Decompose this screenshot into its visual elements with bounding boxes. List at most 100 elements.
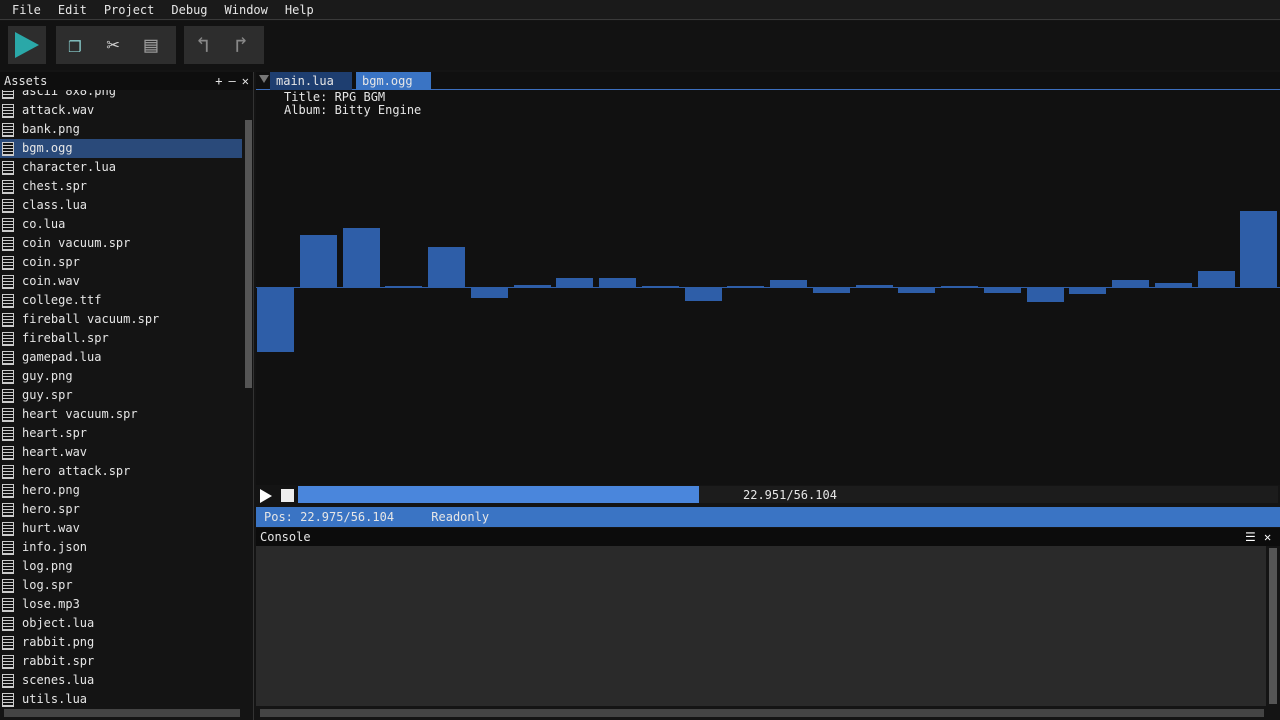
menu-window[interactable]: Window [224, 3, 268, 17]
undo-icon: ↰ [196, 32, 210, 58]
asset-label: coin.wav [22, 274, 80, 288]
asset-item[interactable]: chest.spr [0, 177, 242, 196]
cut-button[interactable]: ✂ [94, 26, 132, 64]
asset-item[interactable]: attack.wav [0, 101, 242, 120]
asset-label: fireball.spr [22, 331, 109, 345]
menu-file[interactable]: File [12, 3, 41, 17]
asset-item[interactable]: info.json [0, 538, 242, 557]
edit-group: ❐ ✂ ▤ [56, 26, 176, 64]
waveform-bar [342, 228, 380, 287]
asset-item[interactable]: bank.png [0, 120, 242, 139]
asset-item[interactable]: gamepad.lua [0, 348, 242, 367]
paste-button[interactable]: ▤ [132, 26, 170, 64]
audio-editor: Title: RPG BGM Album: Bitty Engine [256, 90, 1280, 485]
asset-label: rabbit.png [22, 635, 95, 649]
asset-item[interactable]: utils.lua [0, 690, 242, 708]
asset-label: co.lua [22, 217, 66, 231]
asset-item[interactable]: hero.spr [0, 500, 242, 519]
file-icon [2, 369, 14, 384]
asset-item[interactable]: fireball vacuum.spr [0, 310, 242, 329]
add-asset-button[interactable]: + [215, 74, 223, 88]
asset-item[interactable]: log.png [0, 557, 242, 576]
assets-header: Assets + — ✕ [0, 72, 253, 90]
asset-item[interactable]: object.lua [0, 614, 242, 633]
menubar: File Edit Project Debug Window Help [0, 0, 1280, 20]
waveform-bar [513, 285, 551, 287]
asset-label: bgm.ogg [22, 141, 73, 155]
asset-item[interactable]: coin.wav [0, 272, 242, 291]
file-icon [2, 578, 14, 593]
asset-item[interactable]: class.lua [0, 196, 242, 215]
asset-label: heart vacuum.spr [22, 407, 138, 421]
file-icon [2, 274, 14, 289]
asset-item[interactable]: hero attack.spr [0, 462, 242, 481]
close-assets-button[interactable]: ✕ [241, 74, 249, 88]
asset-item[interactable]: guy.spr [0, 386, 242, 405]
console-output[interactable] [256, 546, 1266, 706]
close-console-icon[interactable]: ✕ [1264, 530, 1272, 544]
file-icon [2, 388, 14, 403]
tab-menu-icon[interactable] [259, 75, 269, 83]
asset-item[interactable]: rabbit.png [0, 633, 242, 652]
redo-button[interactable]: ↱ [222, 26, 260, 64]
asset-label: utils.lua [22, 692, 88, 706]
asset-item[interactable]: heart.wav [0, 443, 242, 462]
asset-label: lose.mp3 [22, 597, 80, 611]
waveform-bar [727, 286, 765, 287]
console-hscrollbar[interactable] [260, 709, 1264, 717]
tab-main-lua[interactable]: main.lua [270, 72, 352, 90]
asset-item[interactable]: college.ttf [0, 291, 242, 310]
asset-item[interactable]: fireball.spr [0, 329, 242, 348]
asset-item[interactable]: lose.mp3 [0, 595, 242, 614]
run-button[interactable] [8, 26, 46, 64]
asset-label: rabbit.spr [22, 654, 95, 668]
asset-item[interactable]: heart.spr [0, 424, 242, 443]
asset-scrollbar[interactable] [245, 120, 252, 388]
menu-project[interactable]: Project [103, 3, 155, 17]
asset-item[interactable]: heart vacuum.spr [0, 405, 242, 424]
asset-item[interactable]: log.spr [0, 576, 242, 595]
clear-console-icon[interactable]: ☰ [1245, 530, 1256, 544]
waveform[interactable] [256, 90, 1280, 485]
file-icon [2, 616, 14, 631]
asset-item[interactable]: rabbit.spr [0, 652, 242, 671]
asset-hscrollbar[interactable] [4, 709, 240, 717]
asset-item[interactable]: coin vacuum.spr [0, 234, 242, 253]
remove-asset-button[interactable]: — [228, 74, 236, 88]
asset-label: ascii 8x8.png [22, 90, 116, 98]
asset-item[interactable]: scenes.lua [0, 671, 242, 690]
file-icon [2, 540, 14, 555]
menu-help[interactable]: Help [284, 3, 314, 17]
asset-item[interactable]: bgm.ogg [0, 139, 242, 158]
file-icon [2, 483, 14, 498]
file-icon [2, 407, 14, 422]
history-group: ↰ ↱ [184, 26, 264, 64]
asset-label: log.png [22, 559, 73, 573]
waveform-baseline [256, 287, 1280, 288]
play-icon[interactable] [260, 489, 272, 503]
asset-item[interactable]: character.lua [0, 158, 242, 177]
asset-item[interactable]: hero.png [0, 481, 242, 500]
file-icon [2, 654, 14, 669]
status-bar: Pos: 22.975/56.104 Readonly [256, 507, 1280, 527]
console-scrollbar[interactable] [1269, 548, 1277, 704]
asset-item[interactable]: hurt.wav [0, 519, 242, 538]
file-icon [2, 217, 14, 232]
undo-button[interactable]: ↰ [184, 26, 222, 64]
asset-item[interactable]: co.lua [0, 215, 242, 234]
file-icon [2, 521, 14, 536]
file-icon [2, 198, 14, 213]
asset-list: ascii 8x8.png attack.wav bank.png bgm.ogg ch… [0, 90, 242, 708]
waveform-bar [1069, 288, 1107, 294]
menu-edit[interactable]: Edit [57, 3, 87, 17]
asset-item[interactable]: ascii 8x8.png [0, 90, 242, 101]
menu-debug[interactable]: Debug [171, 3, 208, 17]
waveform-bar [470, 288, 508, 298]
copy-button[interactable]: ❐ [56, 26, 94, 64]
file-icon [2, 103, 14, 118]
stop-icon[interactable] [281, 489, 294, 502]
tab-bgm-ogg[interactable]: bgm.ogg [356, 72, 431, 90]
asset-item[interactable]: guy.png [0, 367, 242, 386]
seek-bar[interactable] [298, 486, 1278, 503]
asset-item[interactable]: coin.spr [0, 253, 242, 272]
